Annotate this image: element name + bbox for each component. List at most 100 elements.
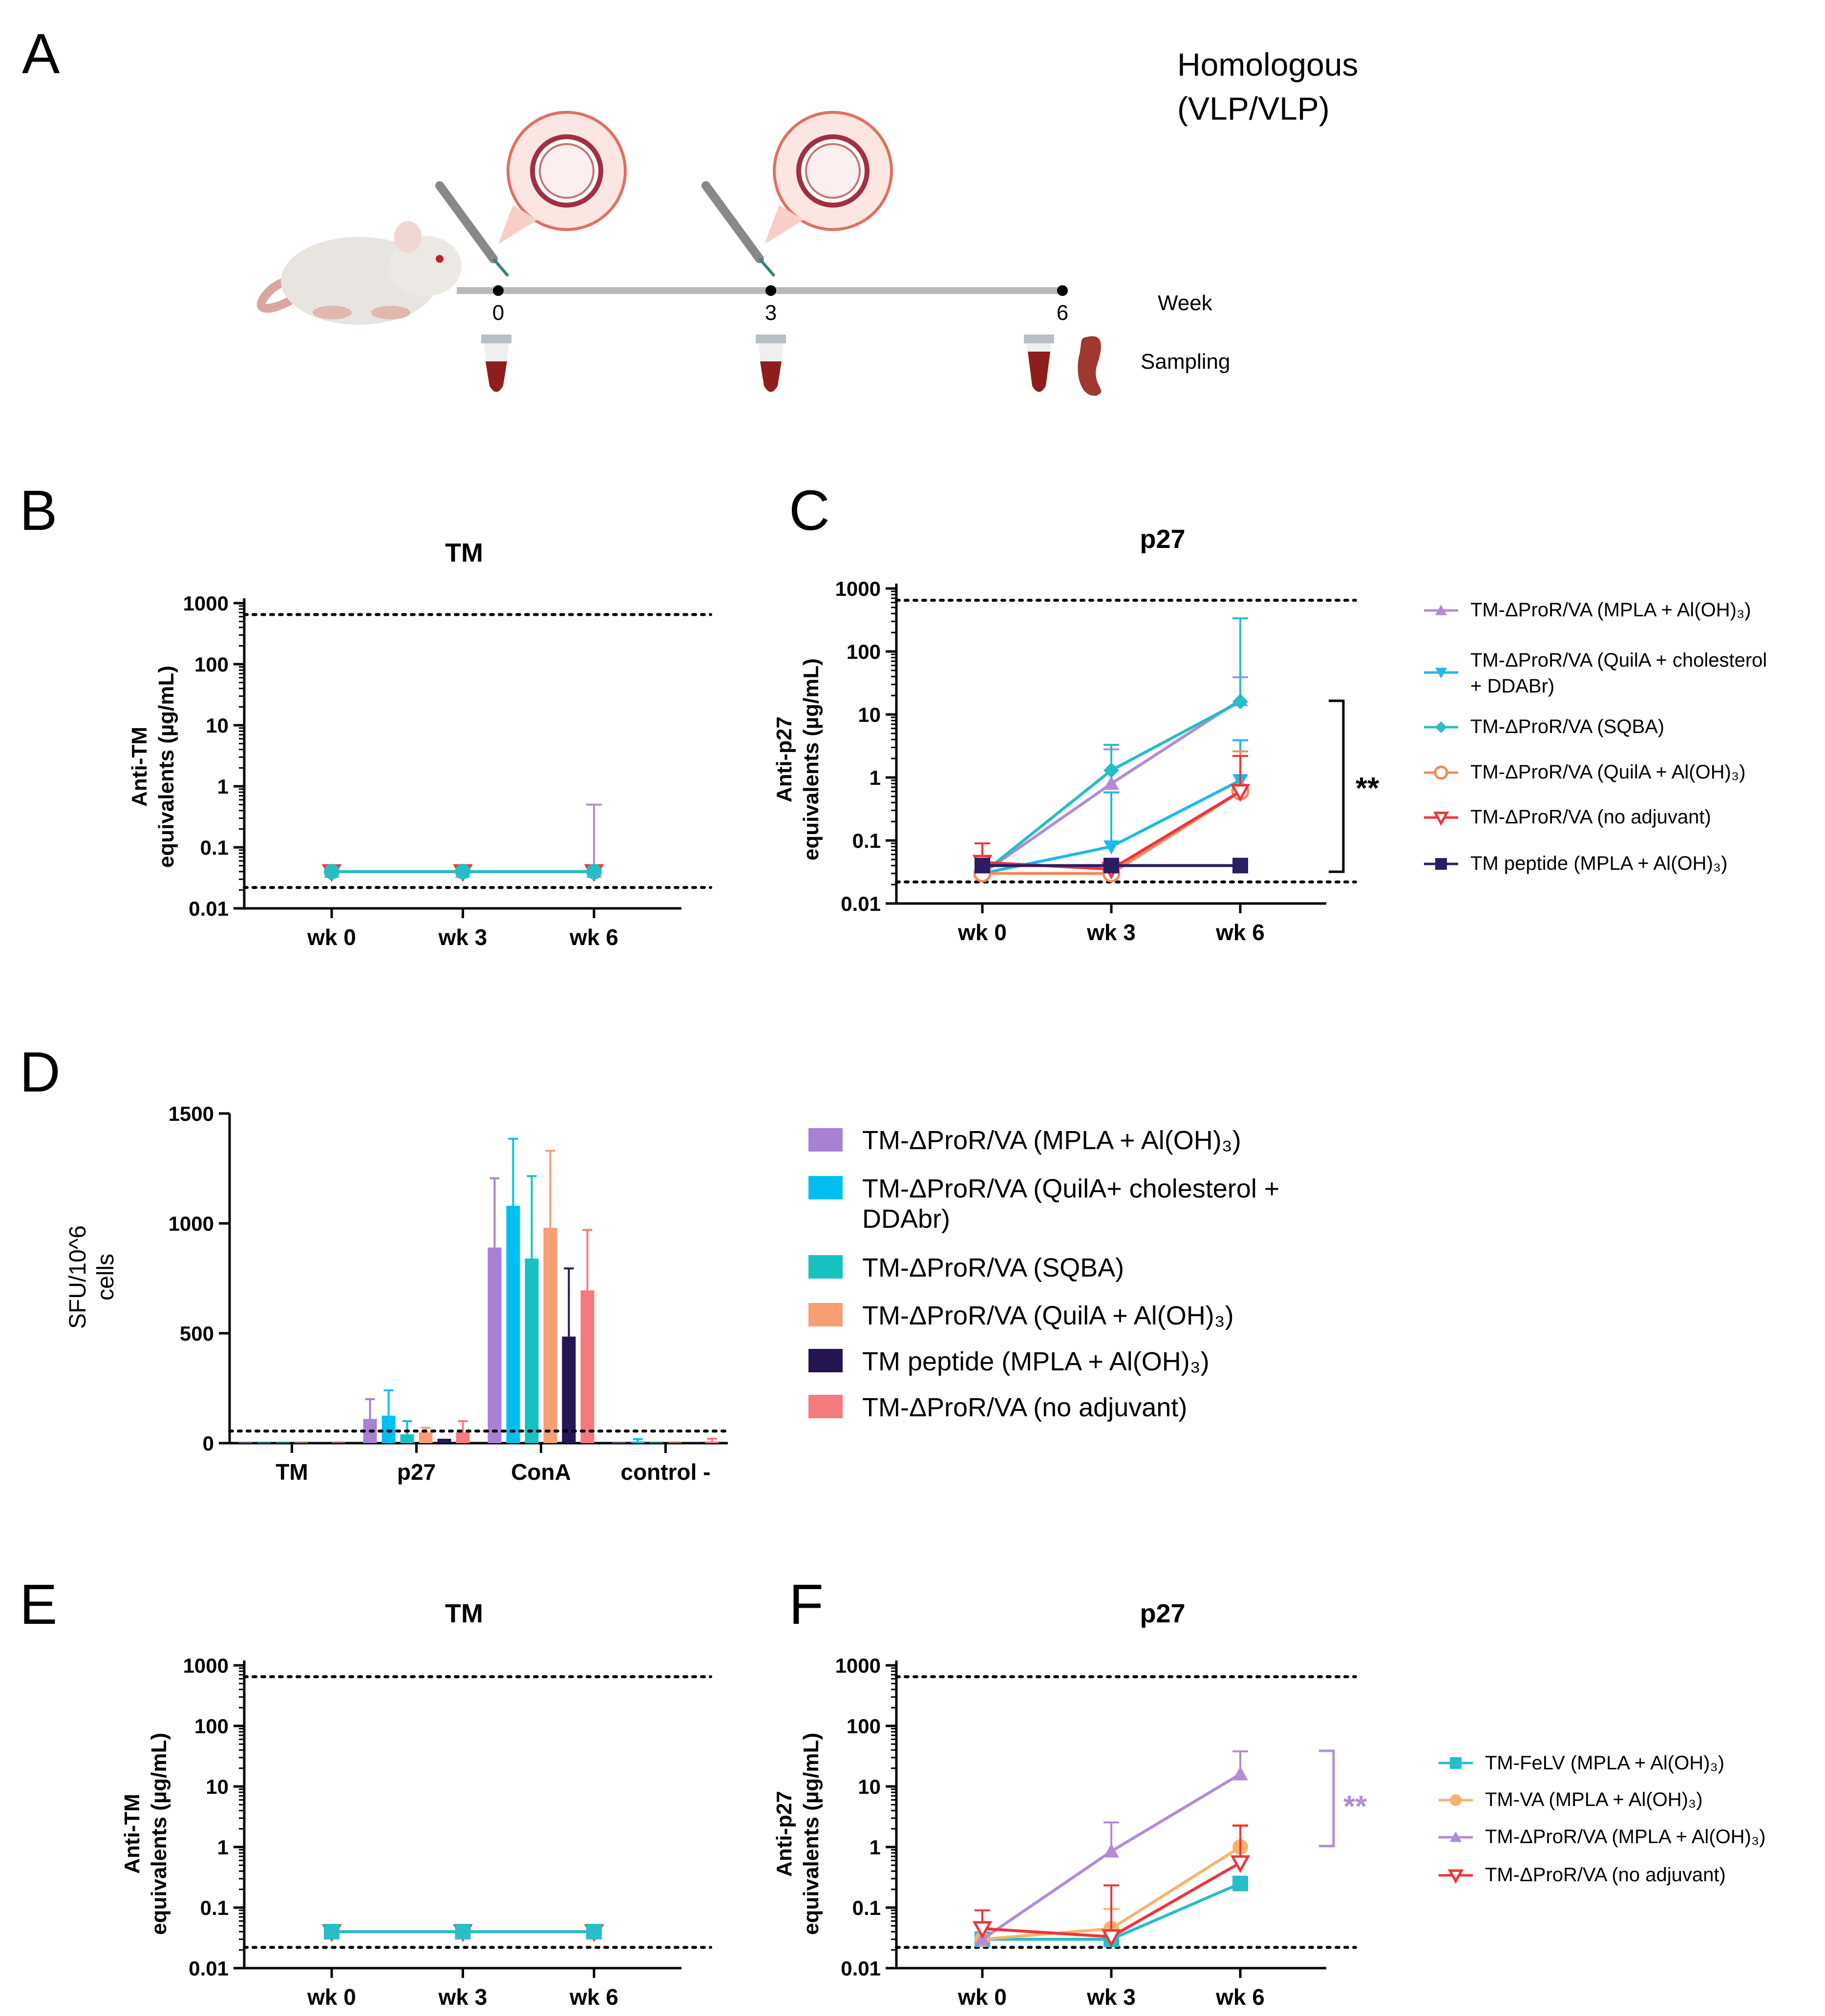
legend-c-marker-quila-chol (1424, 668, 1458, 678)
data-point-wk0 (324, 863, 340, 880)
panel-c-axes (886, 584, 1326, 913)
legend-d-swatch-sqba (808, 1255, 843, 1279)
blood-tube-icon-week6 (1024, 335, 1054, 392)
panel-d-xtick-cona: ConA (511, 1459, 571, 1485)
legend-d-sqba: TM-ΔProR/VA (SQBA) (862, 1253, 1124, 1282)
panel-e-reference-lines (243, 1675, 712, 1949)
legend-d-swatch-quila-aloh (808, 1303, 843, 1326)
panel-b-xtick-wk6: wk 6 (569, 924, 618, 950)
panel-f-ytick-10: 10 (858, 1775, 881, 1798)
bar-sqba-ConA (525, 1259, 539, 1443)
panel-f-ytick-0.01: 0.01 (841, 1957, 881, 1980)
timeline-dot-3 (765, 285, 776, 296)
bar-no-adjuvant-control (705, 1441, 719, 1443)
panel-c-ytick-0.1: 0.1 (852, 829, 881, 852)
panel-f-significance-bracket (1319, 1749, 1335, 1848)
panel-f-significance: ** (1343, 1790, 1367, 1824)
data-point-wk6 (1232, 858, 1248, 874)
data-point-wk6 (1232, 693, 1248, 710)
vlp-vlp-title: (VLP/VLP) (1177, 90, 1330, 126)
data-point-wk3 (1103, 762, 1119, 778)
panel-f-ytick-1000: 1000 (835, 1654, 881, 1677)
data-point-wk3 (1103, 776, 1119, 790)
panel-b-chart: TM Anti-TM equivalents (µg/mL) 0.01 0.1 … (127, 538, 712, 950)
vlp-injection-week3 (701, 111, 893, 277)
week-3-label: 3 (765, 301, 777, 325)
panel-c-xtick-wk3: wk 3 (1086, 920, 1136, 945)
bar-no-adjuvant-p27 (456, 1432, 470, 1443)
bar-mpla-ConA (488, 1247, 502, 1443)
panel-e-series (321, 1924, 604, 1942)
data-point-wk6 (1230, 1855, 1251, 1873)
panel-label-e: E (20, 1573, 57, 1636)
panel-f-ytick-100: 100 (847, 1715, 881, 1738)
panel-d-xtick-tm: TM (276, 1459, 308, 1485)
panel-d-bars (238, 1137, 719, 1443)
legend-c-quila-chol-line2: + DDABr) (1470, 675, 1554, 697)
panel-f-xtick-wk6: wk 6 (1215, 1984, 1265, 2010)
legend-d-tm-peptide: TM peptide (MPLA + Al(OH)₃) (862, 1347, 1210, 1376)
panel-c-chart: p27 Anti-p27 equivalents (µg/mL) 0.01 0.… (772, 525, 1767, 945)
panel-c-ytick-100: 100 (847, 640, 881, 663)
panel-e-ytick-1000: 1000 (183, 1654, 229, 1677)
legend-d-swatch-mpla (808, 1128, 843, 1152)
data-point-wk6 (1230, 784, 1251, 802)
spleen-icon (1078, 336, 1102, 396)
legend-marker (1447, 1869, 1464, 1884)
legend-c-marker-no-adjuvant (1424, 811, 1458, 826)
panel-c-ytick-0.01: 0.01 (841, 892, 881, 915)
legend-f-marker-mpla (1439, 1831, 1473, 1842)
panel-f-series (972, 1750, 1251, 1947)
legend-d-swatch-tm-peptide (808, 1349, 843, 1372)
legend-c-marker-tm-peptide (1424, 858, 1458, 870)
panel-d-axes (219, 1112, 728, 1453)
panel-f-ytick-0.1: 0.1 (852, 1896, 881, 1919)
panel-e-xtick-wk6: wk 6 (569, 1984, 618, 2010)
series-sqba (324, 863, 602, 880)
bar-sqba-p27 (400, 1434, 414, 1443)
data-point-wk0 (324, 1924, 340, 1940)
panel-e-ytick-1: 1 (217, 1836, 229, 1859)
panel-d-ytick-0: 0 (203, 1432, 214, 1455)
legend-d-no-adjuvant: TM-ΔProR/VA (no adjuvant) (862, 1393, 1187, 1422)
panel-a: A Homologous (VLP/VLP) (22, 22, 1358, 396)
legend-marker (1433, 811, 1449, 826)
panel-c-legend: TM-ΔProR/VA (MPLA + Al(OH)₃) TM-ΔProR/VA… (1424, 599, 1767, 874)
panel-b-title: TM (445, 538, 483, 567)
panel-e-ytick-0.1: 0.1 (200, 1896, 229, 1919)
legend-f-no-adjuvant: TM-ΔProR/VA (no adjuvant) (1485, 1864, 1726, 1886)
panel-d-ylabel-1: SFU/10^6 (65, 1225, 91, 1329)
legend-c-quila-chol: TM-ΔProR/VA (QuilA + cholesterol (1470, 650, 1767, 671)
legend-c-marker-sqba (1424, 721, 1458, 733)
bar-quila-aloh-ConA (543, 1228, 557, 1443)
panel-b-reference-lines (243, 613, 712, 889)
panel-f-ytick-1: 1 (870, 1836, 881, 1859)
panel-c-ylabel-2: equivalents (µg/mL) (799, 658, 823, 861)
legend-marker (1450, 1757, 1462, 1769)
blood-tube-icon-week3 (756, 335, 786, 392)
panel-d-xtick-p27: p27 (397, 1459, 436, 1485)
panel-f-ylabel-2: equivalents (µg/mL) (799, 1733, 823, 1935)
panel-b-xtick-wk3: wk 3 (438, 924, 488, 950)
panel-c-ytick-10: 10 (858, 703, 881, 726)
panel-c-ylabel-1: Anti-p27 (772, 716, 796, 802)
legend-c-sqba: TM-ΔProR/VA (SQBA) (1470, 716, 1664, 737)
panel-e-ylabel-2: equivalents (µg/mL) (147, 1733, 171, 1935)
panel-label-d: D (20, 1040, 61, 1104)
panel-label-c: C (789, 479, 830, 542)
panel-e-chart: TM Anti-TM equivalents (µg/mL) 0.01 0.1 … (120, 1599, 712, 2010)
week-axis-label: Week (1158, 291, 1213, 315)
legend-c-quila-aloh: TM-ΔProR/VA (QuilA + Al(OH)₃) (1470, 761, 1745, 783)
panel-f-title: p27 (1140, 1599, 1185, 1628)
legend-marker (1434, 765, 1448, 780)
panel-c-xtick-wk6: wk 6 (1215, 920, 1265, 945)
panel-b-ytick-100: 100 (194, 653, 229, 676)
legend-marker (1450, 1831, 1462, 1842)
data-point-wk3 (455, 863, 471, 880)
panel-e-axes (233, 1660, 681, 1978)
sampling-label: Sampling (1141, 350, 1230, 374)
panel-e-xtick-wk0: wk 0 (307, 1984, 356, 2010)
panel-d-legend: TM-ΔProR/VA (MPLA + Al(OH)₃) TM-ΔProR/VA… (808, 1126, 1279, 1422)
week-0-label: 0 (492, 301, 504, 325)
